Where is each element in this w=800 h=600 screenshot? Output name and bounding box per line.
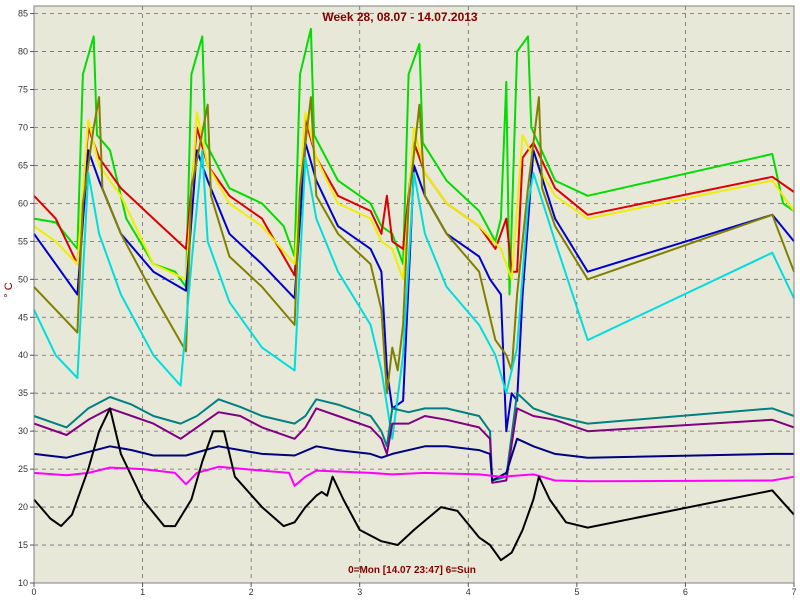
y-tick-label: 35 bbox=[18, 388, 28, 398]
series-line-6 bbox=[33, 149, 795, 440]
x-tick-label: 6 bbox=[683, 587, 688, 597]
y-tick-label: 60 bbox=[18, 198, 28, 208]
chart-subtitle: 0=Mon [14.07 23:47] 6=Sun bbox=[348, 565, 476, 576]
chart-title: Week 28, 08.07 - 14.07.2013 bbox=[322, 10, 478, 24]
x-axis-ticks: 0 1 2 3 4 5 6 7 bbox=[31, 583, 797, 597]
series-line-9 bbox=[33, 437, 794, 482]
x-tick-label: 7 bbox=[791, 587, 796, 597]
y-axis-ticks: 10 15 20 25 30 35 40 45 50 55 60 65 70 75 80 85 bbox=[18, 9, 34, 588]
y-tick-label: 70 bbox=[18, 122, 28, 132]
y-tick-label: 55 bbox=[18, 236, 28, 246]
x-tick-label: 4 bbox=[466, 587, 471, 597]
x-tick-label: 3 bbox=[357, 587, 362, 597]
y-tick-label: 20 bbox=[18, 502, 28, 512]
series-line-5 bbox=[33, 96, 795, 395]
series-line-2 bbox=[33, 118, 795, 277]
y-tick-label: 40 bbox=[18, 350, 28, 360]
series-line-3 bbox=[33, 111, 795, 281]
plot-border bbox=[33, 5, 795, 584]
y-tick-label: 75 bbox=[18, 85, 28, 95]
y-tick-label: 45 bbox=[18, 312, 28, 322]
series-line-10 bbox=[33, 465, 795, 487]
plot-area bbox=[34, 6, 794, 583]
series-line-8 bbox=[33, 407, 795, 484]
y-tick-label: 30 bbox=[18, 426, 28, 436]
y-tick-label: 10 bbox=[18, 578, 28, 588]
series-line-1 bbox=[33, 27, 795, 296]
x-tick-label: 0 bbox=[31, 587, 36, 597]
y-tick-label: 15 bbox=[18, 540, 28, 550]
y-tick-label: 25 bbox=[18, 464, 28, 474]
y-tick-label: 50 bbox=[18, 274, 28, 284]
y-tick-label: 80 bbox=[18, 47, 28, 57]
y-axis-label: ° C bbox=[3, 282, 15, 297]
y-tick-label: 85 bbox=[18, 9, 28, 19]
series-line-11 bbox=[33, 407, 795, 562]
series-layer bbox=[33, 27, 795, 562]
x-tick-label: 2 bbox=[249, 587, 254, 597]
series-line-4 bbox=[33, 141, 795, 433]
series-line-7 bbox=[33, 392, 795, 482]
x-tick-label: 5 bbox=[574, 587, 579, 597]
y-tick-label: 65 bbox=[18, 160, 28, 170]
x-tick-label: 1 bbox=[140, 587, 145, 597]
